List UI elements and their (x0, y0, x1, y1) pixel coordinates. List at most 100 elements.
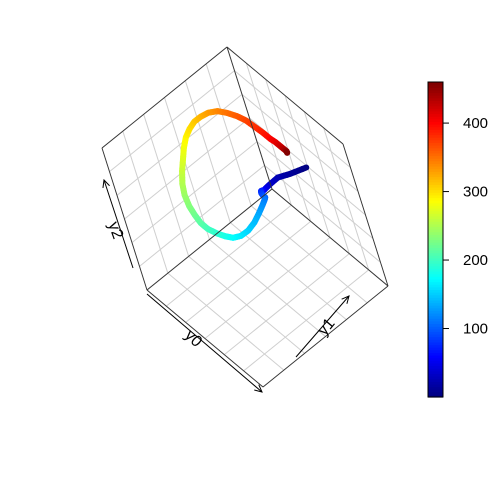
colorbar-swatch (428, 129, 443, 133)
colorbar-swatch (428, 286, 443, 290)
colorbar-swatch (428, 113, 443, 117)
colorbar-swatch (428, 271, 443, 275)
colorbar-swatch (428, 131, 443, 136)
colorbar-swatch (428, 247, 443, 251)
colorbar-swatch (428, 318, 443, 322)
colorbar-swatch (428, 289, 443, 293)
colorbar-swatch (428, 315, 443, 319)
colorbar-swatch (428, 236, 443, 241)
colorbar-swatch (428, 210, 443, 214)
colorbar-swatch (428, 265, 443, 269)
colorbar-swatch (428, 134, 443, 138)
colorbar-swatch (428, 257, 443, 262)
colorbar-swatch (428, 352, 443, 356)
grid-line (234, 70, 351, 169)
colorbar-swatch (428, 276, 443, 280)
x-axis-arrow-head (254, 384, 263, 393)
colorbar-swatch (428, 320, 443, 325)
colorbar-swatch (428, 205, 443, 209)
colorbar-swatch (428, 158, 443, 162)
colorbar-swatch (428, 234, 443, 238)
colorbar-swatch (428, 391, 443, 395)
colorbar-swatch (428, 184, 443, 188)
colorbar-swatch (428, 376, 443, 380)
colorbar-swatch (428, 281, 443, 285)
grid-line (303, 111, 350, 254)
colorbar-swatch (428, 189, 443, 193)
colorbar-swatch (428, 250, 443, 254)
colorbar-swatch (428, 163, 443, 167)
colorbar-tick-label: 300 (463, 184, 488, 201)
box-edge (226, 46, 273, 190)
colorbar-swatch (428, 394, 443, 398)
colorbar-swatch (428, 381, 443, 385)
box-edge (101, 147, 148, 291)
colorbar-swatch (428, 192, 443, 196)
grid-line (241, 93, 359, 192)
colorbar-tick-label: 100 (463, 321, 488, 338)
colorbar-swatch (428, 331, 443, 335)
colorbar-swatch (428, 341, 443, 346)
colorbar-swatch (428, 124, 443, 128)
colorbar-swatch (428, 221, 443, 225)
colorbar-swatch (428, 302, 443, 306)
colorbar-swatch (428, 242, 443, 246)
colorbar-swatch (428, 368, 443, 372)
colorbar-swatch (428, 268, 443, 272)
box-edge (262, 285, 389, 388)
colorbar-swatch (428, 323, 443, 327)
colorbar-swatch (428, 226, 443, 230)
colorbar-swatch (428, 181, 443, 185)
colorbar-swatch (428, 179, 443, 183)
colorbar-swatch (428, 145, 443, 149)
colorbar-swatch (428, 155, 443, 159)
colorbar-swatch (428, 292, 443, 296)
colorbar-swatch (428, 160, 443, 164)
colorbar-swatch (428, 307, 443, 311)
grid-line (250, 205, 368, 304)
colorbar-swatch (428, 373, 443, 377)
colorbar-swatch (428, 260, 443, 264)
colorbar-swatch (428, 334, 443, 338)
colorbar-swatch (428, 118, 443, 122)
y-axis-arrow-head (341, 295, 350, 304)
colorbar-swatch (428, 87, 443, 91)
colorbar-swatch (428, 95, 443, 99)
box-edge (146, 289, 264, 388)
grid-line (205, 63, 252, 206)
colorbar-swatch (428, 328, 443, 332)
colorbar-swatch (428, 168, 443, 172)
colorbar-swatch (428, 166, 443, 170)
colorbar-tick-label: 400 (463, 115, 488, 132)
colorbar-swatch (428, 305, 443, 309)
colorbar-swatch (428, 362, 443, 367)
z-axis-label: y2 (104, 220, 126, 242)
colorbar-swatch (428, 313, 443, 317)
colorbar-swatch (428, 336, 443, 340)
colorbar-swatch (428, 197, 443, 201)
colorbar-swatch (428, 200, 443, 204)
series-layer (179, 108, 310, 241)
colorbar-swatch (428, 383, 443, 388)
colorbar-swatch (428, 202, 443, 206)
colorbar-swatch (428, 213, 443, 217)
colorbar-swatch (428, 147, 443, 151)
axes-layer (101, 46, 389, 393)
colorbar-swatch (428, 194, 443, 199)
colorbar-swatch (428, 116, 443, 120)
colorbar-swatch (428, 100, 443, 104)
colorbar-swatch (428, 82, 443, 86)
grid-line (243, 269, 369, 372)
colorbar-swatch (428, 84, 443, 88)
colorbar-swatch (428, 176, 443, 180)
colorbar-swatch (428, 150, 443, 154)
colorbar-swatch (428, 218, 443, 222)
colorbar-swatch (428, 310, 443, 314)
colorbar-swatch (428, 215, 443, 220)
colorbar-swatch (428, 208, 443, 212)
colorbar-swatch (428, 297, 443, 301)
colorbar-swatch (428, 278, 443, 283)
x-axis-arrow (146, 293, 263, 393)
colorbar-swatch (428, 139, 443, 143)
